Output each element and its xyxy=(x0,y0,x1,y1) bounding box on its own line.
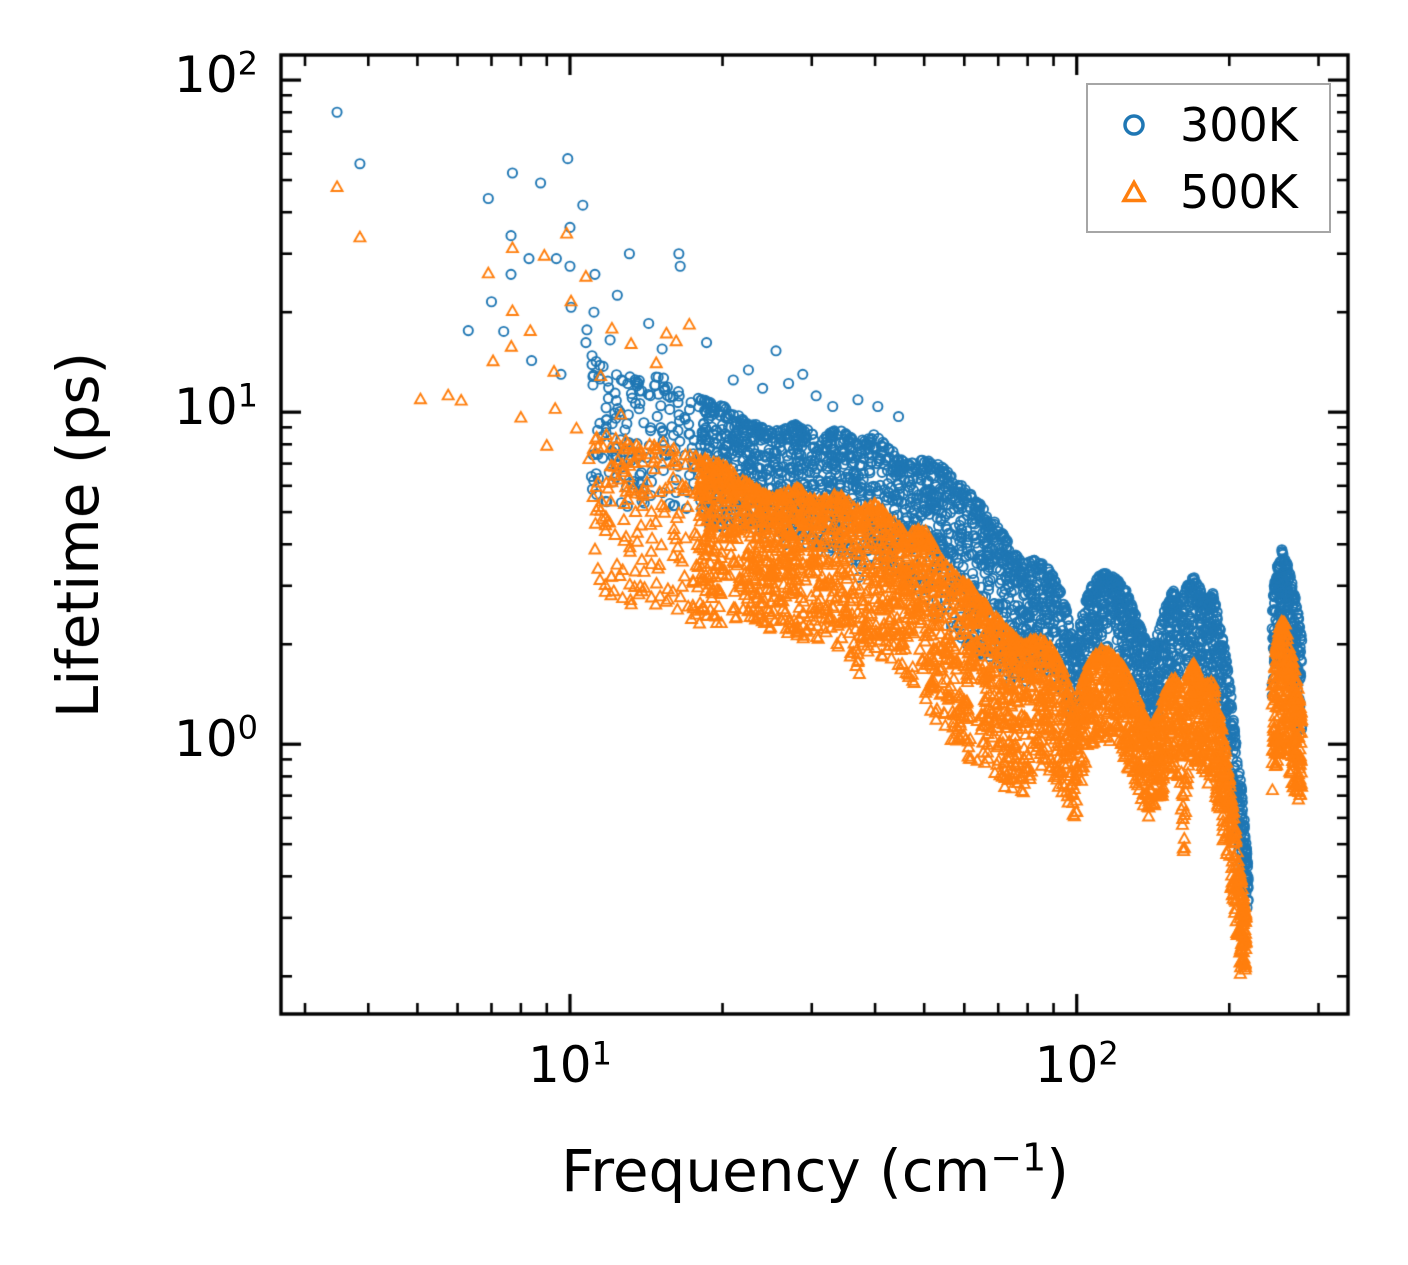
x-axis-label: Frequency (cm−1) xyxy=(561,1135,1069,1205)
y-tick-label-10: 101 xyxy=(174,376,258,437)
legend-label-300k: 300K xyxy=(1180,97,1298,152)
circle-marker-icon xyxy=(1088,112,1180,138)
legend: 300K 500K xyxy=(1086,83,1331,233)
x-tick-label-100: 102 xyxy=(1034,1034,1119,1094)
legend-item-500k: 500K xyxy=(1088,164,1329,220)
legend-item-300k: 300K xyxy=(1088,97,1329,153)
triangle-marker-icon xyxy=(1088,178,1180,205)
legend-label-500k: 500K xyxy=(1180,164,1298,219)
y-axis-label: Lifetime (ps) xyxy=(44,351,112,719)
x-tick-label-10: 101 xyxy=(527,1034,612,1094)
y-tick-label-100: 102 xyxy=(174,44,258,105)
y-tick-label-1: 100 xyxy=(174,708,258,769)
